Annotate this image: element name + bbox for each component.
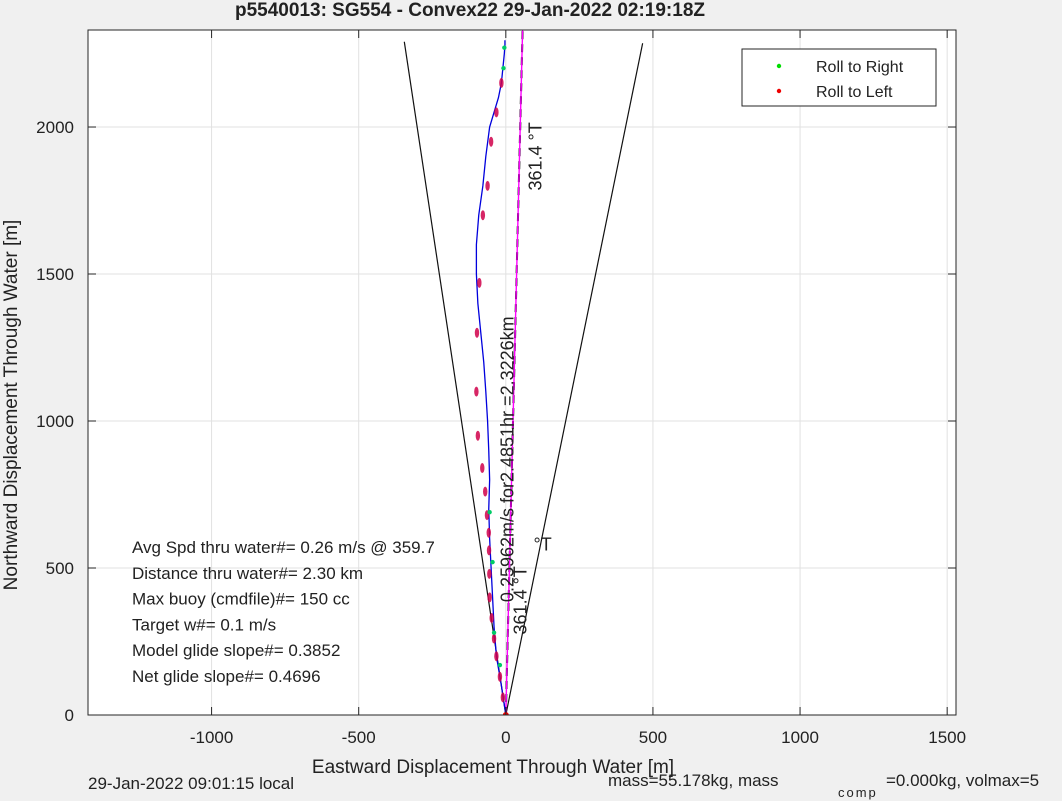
cone-line-1 [403,41,507,715]
x-tick-label: 1000 [781,728,819,747]
grid [88,30,956,716]
stats-block: Avg Spd thru water#= 0.26 m/s @ 359.7 Dis… [132,538,435,686]
roll-left-point [487,568,492,579]
roll-left-point [475,430,481,441]
plot-frame [87,29,957,716]
plot-area [88,30,956,715]
x-tick-label: 500 [639,728,667,747]
heading-line-2 [505,30,524,715]
legend: Roll to Right Roll to Left [741,48,937,107]
roll-left-point [497,671,503,682]
ticks: -1000 -500 0 500 1000 1500 0 500 1000 1500 2000 [36,30,966,747]
stats-line-1: Avg Spd thru water#= 0.26 m/s @ 359.7 [132,538,435,557]
x-tick-label: 1500 [928,728,966,747]
legend-box [741,48,937,107]
y-tick-label: 1000 [36,412,74,431]
legend-marker-roll-right [776,63,782,69]
x-tick-label: -1000 [190,728,233,747]
stats-line-3: Max buoy (cmdfile)#= 150 cc [132,590,350,609]
roll-right-point [501,66,506,71]
roll-left-point [500,692,506,703]
roll-left-point [485,180,490,191]
track-line [475,40,507,715]
roll-right-point [487,509,492,515]
roll-right-point [497,662,503,668]
roll-left-point [480,463,485,474]
stats-line-6: Net glide slope#= 0.4696 [132,667,321,686]
stats-line-2: Distance thru water#= 2.30 km [132,564,363,583]
legend-label-roll-right: Roll to Right [816,59,904,76]
legend-label-roll-left: Roll to Left [816,84,893,101]
roll-left-point [477,277,482,288]
lines [403,30,644,715]
roll-left-point [489,612,494,623]
roll-left-point [494,651,499,662]
annotation-1: 361.4 °T [526,122,546,190]
roll-left-point [487,592,492,603]
y-tick-label: 500 [46,559,74,578]
x-axis-label: Eastward Displacement Through Water [m] [312,757,674,778]
stats-line-4: Target w#= 0.1 m/s [132,615,276,634]
annotation-4: °T [533,534,551,554]
stats-line-5: Model glide slope#= 0.3852 [132,641,340,660]
roll-right-point [502,45,507,50]
y-tick-label: 1500 [36,265,74,284]
chart-title: p5540013: SG554 - Convex22 29-Jan-2022 0… [235,0,705,21]
annotation-3: 0.25962m/s for2.4851hr =2.3226km [497,316,517,602]
footer-local-time: 29-Jan-2022 09:01:15 local [88,774,294,793]
cone-line-2 [505,43,644,715]
y-tick-label: 0 [65,706,74,725]
roll-left-point [488,136,494,147]
y-tick-label: 2000 [36,118,74,137]
y-axis-label: Northward Displacement Through Water [m] [1,220,22,591]
roll-left-point [480,210,486,221]
roll-left-point [474,386,479,397]
roll-left-point [491,633,497,644]
roll-left-point [474,327,480,338]
roll-left-point [486,527,491,538]
footer-comp-volmax: =0.000kg, volmax=5 [886,771,1039,790]
roll-left-point [486,545,492,556]
legend-marker-roll-left [776,88,782,94]
x-tick-label: -500 [342,728,376,747]
x-tick-label: 0 [501,728,510,747]
footer-mass-comp-subscript: comp [838,785,878,800]
points [474,45,509,715]
annotation-2: 361.4 °T [510,566,530,634]
roll-right-point [490,559,495,565]
roll-left-point [494,107,499,118]
roll-left-point [499,77,504,88]
footer-mass: mass=55.178kg, mass [608,771,779,790]
roll-left-point [483,486,488,497]
roll-right-point [491,630,497,635]
